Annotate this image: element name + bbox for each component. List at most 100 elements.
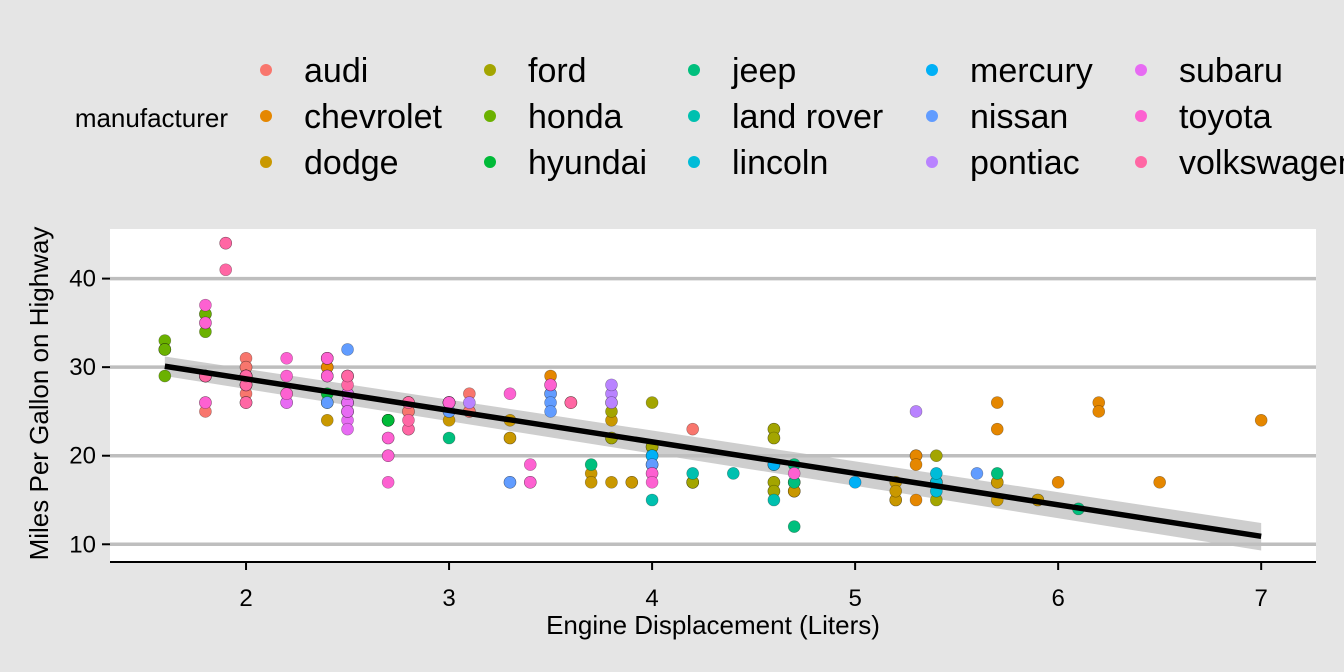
- legend-key-chevrolet: [260, 110, 272, 122]
- legend-item-nissan: nissan: [926, 98, 1068, 136]
- data-point-dodge: [605, 475, 618, 489]
- legend-key-hyundai: [484, 156, 496, 168]
- y-axis-ticks: 10 20 30 40: [69, 266, 110, 558]
- legend-key-dodge: [260, 156, 272, 168]
- legend-key-honda: [484, 110, 496, 122]
- legend-key-volkswagen: [1135, 156, 1147, 168]
- legend-key-lincoln: [688, 156, 700, 168]
- legend-item-jeep: jeep: [688, 52, 796, 90]
- data-point-toyota: [199, 396, 212, 409]
- data-point-nissan: [970, 467, 984, 480]
- data-point-toyota: [544, 378, 557, 392]
- legend-item-land-rover: land rover: [688, 98, 883, 136]
- legend-key-land-rover: [688, 110, 700, 122]
- data-point-toyota: [645, 475, 659, 489]
- data-point-toyota: [787, 467, 801, 480]
- legend-label: subaru: [1179, 52, 1283, 90]
- data-point-jeep: [787, 520, 801, 533]
- legend-label: toyota: [1179, 98, 1272, 136]
- legend-label: mercury: [970, 52, 1093, 90]
- data-point-toyota: [442, 396, 456, 409]
- y-tick-label: 20: [69, 443, 96, 470]
- data-point-toyota: [199, 298, 212, 312]
- data-point-toyota: [523, 458, 537, 471]
- legend-item-hyundai: hyundai: [484, 144, 647, 182]
- data-point-toyota: [199, 316, 212, 330]
- y-tick-label: 40: [69, 266, 96, 293]
- data-point-honda: [158, 343, 172, 356]
- legend-title: manufacturer: [75, 103, 229, 133]
- legend-item-ford: ford: [484, 52, 587, 90]
- legend-label: hyundai: [528, 144, 647, 182]
- data-point-toyota: [280, 369, 293, 383]
- data-point-volkswagen: [402, 413, 415, 427]
- legend-label: jeep: [731, 52, 796, 90]
- legend-label: pontiac: [970, 144, 1080, 182]
- x-axis-title: Engine Displacement (Liters): [546, 610, 880, 640]
- legend-item-lincoln: lincoln: [688, 144, 828, 182]
- data-point-ford: [930, 449, 943, 463]
- data-point-volkswagen: [564, 396, 578, 409]
- legend-label: lincoln: [732, 144, 828, 182]
- data-point-volkswagen: [239, 396, 253, 409]
- data-point-jeep: [442, 431, 456, 445]
- x-tick-label: 7: [1255, 585, 1268, 612]
- data-point-volkswagen: [341, 369, 354, 383]
- legend-label: dodge: [304, 144, 399, 182]
- data-point-chevrolet: [909, 458, 923, 471]
- data-point-chevrolet: [990, 396, 1004, 409]
- data-point-chevrolet: [1051, 475, 1065, 489]
- data-point-dodge: [584, 475, 598, 489]
- legend-label: audi: [304, 52, 368, 90]
- data-point-land-rover: [686, 467, 699, 480]
- x-tick-label: 5: [848, 585, 861, 612]
- legend-item-volkswagen: volkswagen: [1135, 144, 1344, 182]
- legend-label: nissan: [970, 98, 1068, 136]
- data-point-toyota: [280, 387, 293, 401]
- legend-item-dodge: dodge: [260, 144, 399, 182]
- data-point-honda: [158, 369, 172, 383]
- legend-label: honda: [528, 98, 623, 136]
- data-point-dodge: [889, 484, 903, 498]
- legend-label: chevrolet: [304, 98, 443, 136]
- trend-line: [164, 363, 1262, 540]
- data-point-nissan: [544, 405, 557, 418]
- data-point-toyota: [280, 352, 293, 365]
- data-point-toyota: [381, 449, 395, 463]
- data-point-dodge: [503, 431, 517, 445]
- data-point-ford: [767, 431, 781, 445]
- legend-item-pontiac: pontiac: [926, 144, 1080, 182]
- data-point-toyota: [523, 475, 537, 489]
- data-point-toyota: [381, 475, 395, 489]
- data-point-dodge: [625, 475, 639, 489]
- data-point-volkswagen: [219, 263, 233, 277]
- x-tick-label: 3: [442, 585, 455, 612]
- y-tick-label: 10: [69, 531, 96, 558]
- legend-item-toyota: toyota: [1135, 98, 1272, 136]
- data-point-land-rover: [645, 493, 659, 507]
- legend-key-nissan: [926, 110, 938, 122]
- data-point-chevrolet: [990, 422, 1004, 436]
- legend-key-mercury: [926, 64, 938, 76]
- y-tick-label: 30: [69, 354, 96, 381]
- data-point-nissan: [503, 475, 517, 489]
- legend-key-audi: [260, 64, 272, 76]
- data-point-subaru: [341, 422, 354, 436]
- y-axis-title: Miles Per Gallon on Highway: [24, 227, 54, 561]
- legend-label: land rover: [732, 98, 883, 136]
- data-point-mercury: [848, 475, 862, 489]
- x-tick-label: 2: [239, 585, 252, 612]
- x-tick-label: 4: [645, 585, 658, 612]
- data-point-chevrolet: [1254, 413, 1268, 427]
- data-point-land-rover: [767, 493, 781, 507]
- data-point-toyota: [381, 431, 395, 445]
- legend-key-jeep: [688, 64, 700, 76]
- data-point-nissan: [341, 343, 354, 356]
- data-point-volkswagen: [219, 236, 233, 250]
- data-point-toyota: [320, 369, 334, 383]
- data-point-lincoln: [930, 467, 943, 480]
- legend-item-subaru: subaru: [1135, 52, 1283, 90]
- data-point-jeep: [584, 458, 598, 471]
- legend: manufacturer audi chevrolet dodge ford honda…: [75, 52, 1344, 182]
